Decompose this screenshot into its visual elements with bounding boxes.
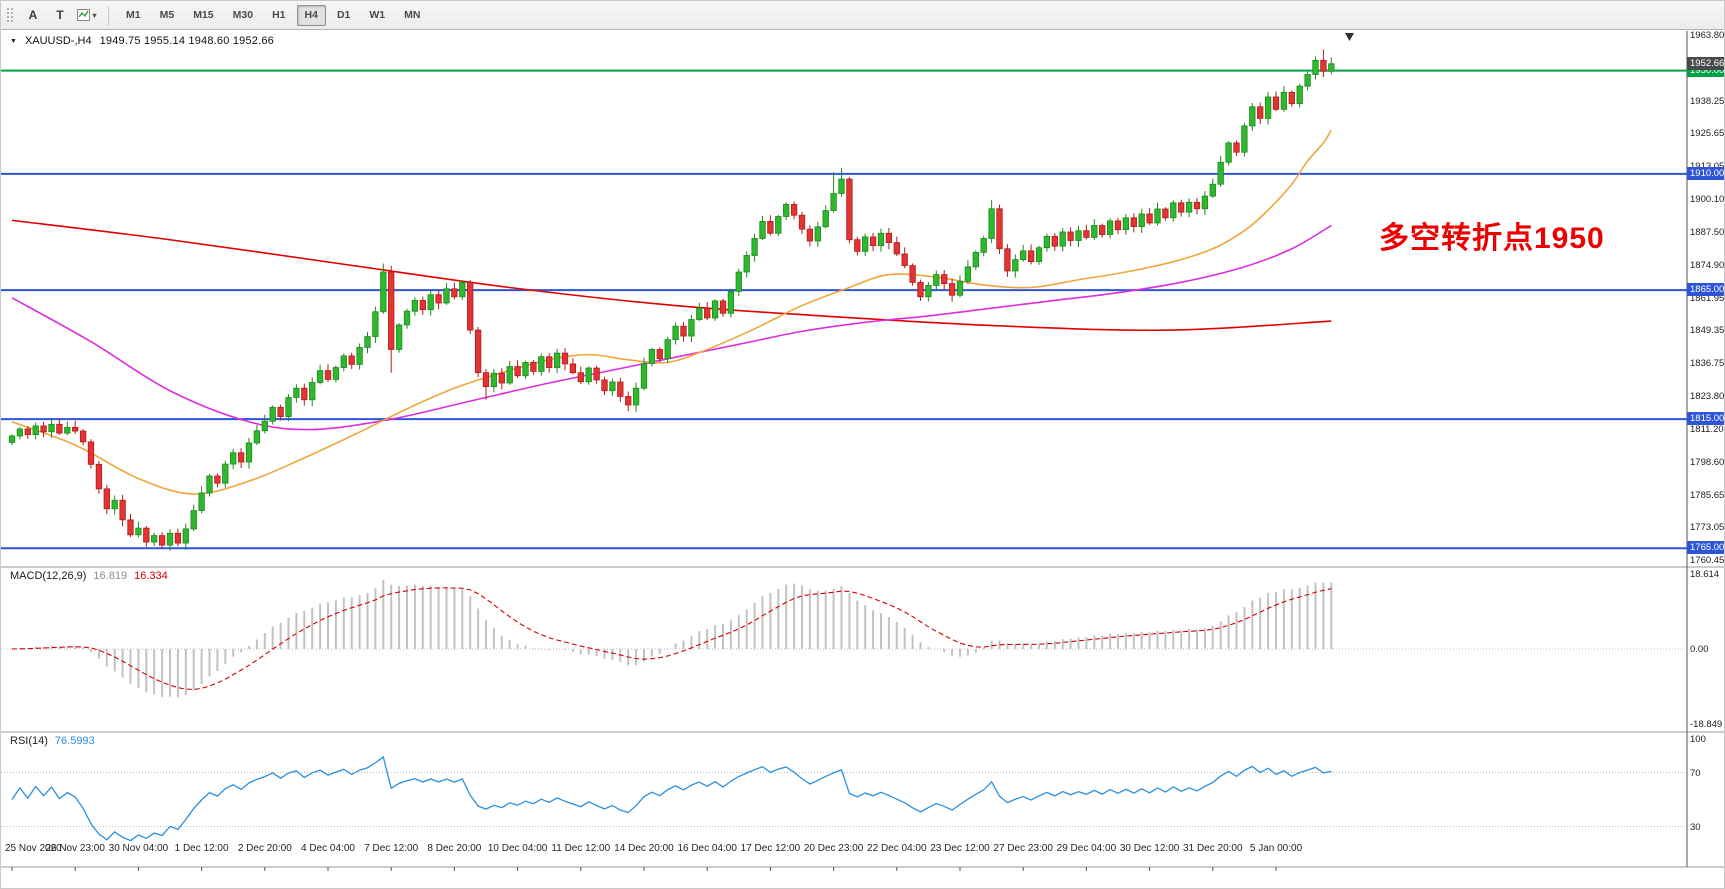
macd-label: MACD(12,26,9) 16.819 16.334 <box>10 570 168 582</box>
rsi-name: RSI(14) <box>10 735 48 747</box>
timeframe-m5-button[interactable]: M5 <box>152 5 183 26</box>
chart-window: ▼ XAUUSD-,H4 1949.75 1955.14 1948.60 195… <box>1 30 1725 889</box>
macd-signal-value: 16.334 <box>134 570 168 582</box>
ma-mid-line <box>11 224 1332 431</box>
rsi-indicator <box>1 755 1687 842</box>
rsi-value: 76.5993 <box>54 735 95 747</box>
chart-canvas[interactable] <box>1 31 1725 889</box>
arrow-tool-button[interactable]: A <box>21 5 45 26</box>
macd-indicator <box>1 579 1687 698</box>
text-tool-button[interactable]: T <box>48 5 72 26</box>
toolbar: A T ▾ M1 M5 M15 M30 H1 H4 D1 W1 MN <box>1 1 1724 30</box>
candlestick-series <box>8 49 1335 551</box>
ohlc-values: 1949.75 1955.14 1948.60 1952.66 <box>99 35 274 47</box>
macd-name: MACD(12,26,9) <box>10 570 87 582</box>
template-icon <box>77 9 91 21</box>
symbol-collapse-icon[interactable]: ▼ <box>10 37 17 45</box>
autoscroll-marker-icon[interactable] <box>1345 33 1354 41</box>
timeframe-h4-button[interactable]: H4 <box>296 4 326 26</box>
timeframe-w1-button[interactable]: W1 <box>361 5 393 26</box>
ma-slow-line <box>11 219 1332 332</box>
chart-title: ▼ XAUUSD-,H4 1949.75 1955.14 1948.60 195… <box>10 35 274 47</box>
timeframe-h1-button[interactable]: H1 <box>264 5 293 26</box>
timeframe-mn-button[interactable]: MN <box>396 5 428 26</box>
rsi-label: RSI(14) 76.5993 <box>10 735 95 747</box>
timeframe-d1-button[interactable]: D1 <box>329 5 358 26</box>
timeframe-m15-button[interactable]: M15 <box>185 5 221 26</box>
timeframe-m30-button[interactable]: M30 <box>225 5 261 26</box>
symbol-title: XAUUSD-,H4 <box>24 35 92 47</box>
chevron-down-icon: ▾ <box>92 10 97 20</box>
toolbar-separator <box>108 5 109 25</box>
chart-template-button[interactable]: ▾ <box>75 5 99 26</box>
ma-fast-line <box>11 129 1332 495</box>
price-annotation[interactable]: 多空转折点1950 <box>1379 222 1605 255</box>
macd-main-value: 16.819 <box>93 570 128 582</box>
timeframe-m1-button[interactable]: M1 <box>118 5 149 26</box>
toolbar-grip-icon[interactable] <box>6 7 14 23</box>
panel-separators <box>1 31 1724 871</box>
